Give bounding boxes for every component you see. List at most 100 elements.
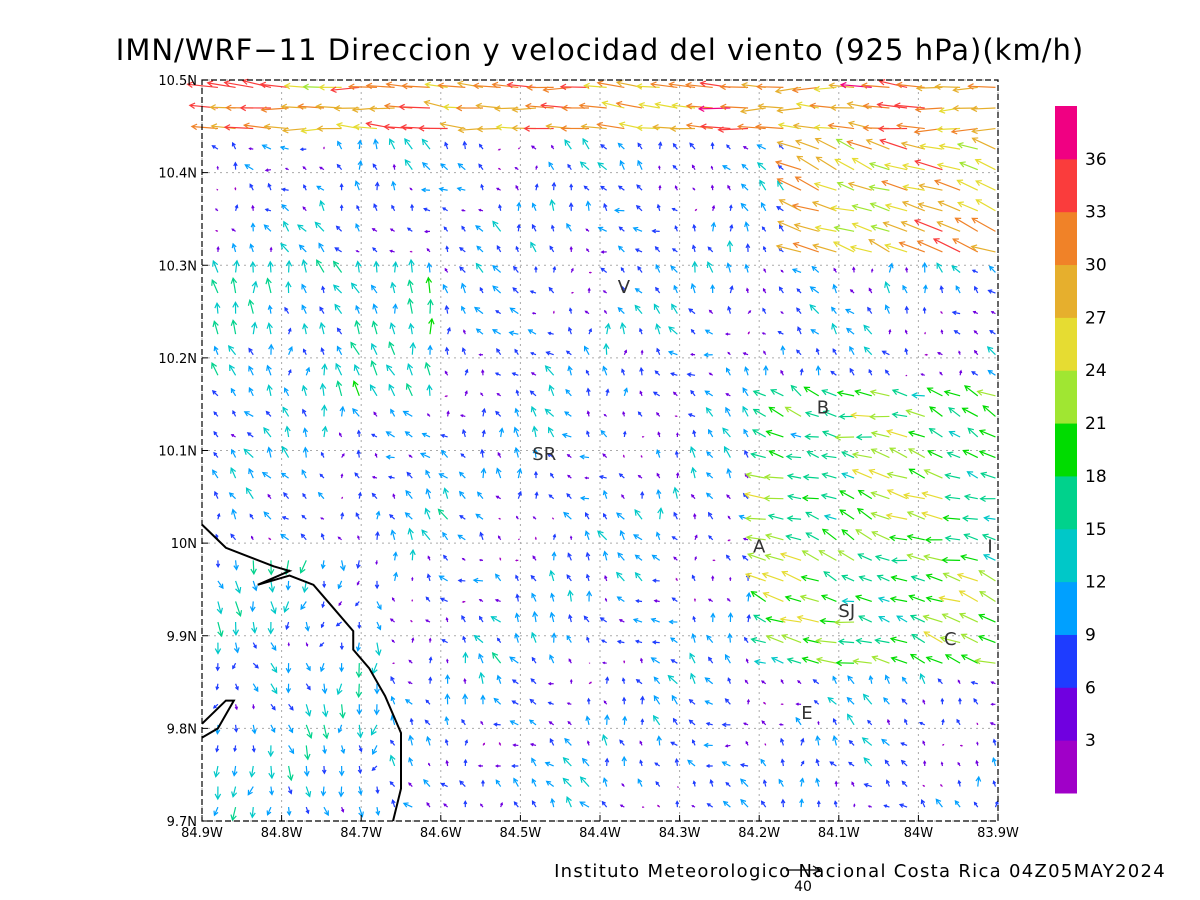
- wind-arrow: [832, 717, 837, 726]
- wind-arrow: [975, 775, 982, 787]
- wind-arrow: [834, 158, 855, 171]
- wind-arrow: [475, 328, 484, 335]
- wind-arrow: [989, 329, 996, 335]
- wind-arrow: [602, 365, 608, 376]
- wind-arrow: [494, 598, 501, 603]
- wind-arrow: [475, 225, 484, 232]
- wind-arrow: [960, 744, 964, 747]
- wind-arrow: [444, 370, 449, 376]
- wind-arrow: [515, 184, 519, 191]
- wind-arrow: [420, 187, 431, 193]
- wind-arrow: [656, 735, 662, 746]
- wind-arrow: [373, 138, 379, 150]
- wind-arrow: [876, 574, 890, 582]
- wind-arrow: [882, 221, 908, 232]
- wind-arrow: [411, 576, 414, 581]
- wind-arrow: [457, 534, 466, 541]
- wind-arrow: [862, 693, 873, 705]
- wind-arrow: [792, 122, 819, 130]
- wind-arrow: [632, 618, 643, 624]
- wind-arrow: [216, 601, 223, 615]
- wind-arrow: [809, 304, 820, 315]
- wind-arrow: [585, 369, 590, 376]
- wind-arrow: [514, 166, 519, 171]
- wind-arrow: [551, 144, 555, 150]
- wind-arrow: [656, 804, 661, 808]
- wind-arrow: [302, 408, 307, 417]
- wind-arrow: [371, 475, 378, 479]
- wind-arrow: [264, 208, 272, 212]
- wind-arrow: [992, 738, 997, 746]
- colorbar-label: 6: [1085, 678, 1096, 698]
- wind-arrow: [417, 125, 448, 132]
- wind-arrow: [374, 580, 380, 590]
- wind-arrow: [721, 165, 731, 171]
- wind-arrow: [900, 759, 908, 767]
- wind-arrow: [619, 804, 625, 808]
- wind-arrow: [302, 446, 309, 458]
- wind-arrow: [650, 657, 661, 664]
- wind-arrow: [871, 530, 890, 541]
- wind-arrow: [690, 493, 696, 500]
- wind-arrow: [723, 445, 731, 458]
- wind-arrow: [884, 243, 908, 253]
- wind-arrow: [944, 494, 961, 501]
- wind-arrow: [916, 240, 943, 253]
- wind-arrow: [640, 718, 645, 725]
- wind-arrow: [795, 716, 802, 726]
- wind-arrow: [691, 805, 696, 808]
- wind-arrow: [459, 246, 466, 253]
- wind-arrow: [492, 265, 502, 273]
- wind-arrow: [267, 260, 274, 273]
- wind-arrow: [550, 472, 555, 479]
- wind-arrow: [213, 765, 220, 778]
- wind-arrow: [461, 557, 466, 561]
- y-tick-label: 10.1N: [158, 445, 197, 460]
- wind-arrow: [476, 245, 484, 253]
- wind-arrow: [480, 448, 485, 458]
- wind-arrow: [426, 262, 433, 273]
- wind-arrow: [497, 148, 501, 151]
- colorbar-bin: [1055, 158, 1077, 213]
- colorbar-label: 18: [1085, 467, 1107, 487]
- wind-arrow: [922, 699, 926, 705]
- wind-arrow: [263, 427, 272, 438]
- wind-arrow: [960, 633, 979, 644]
- wind-arrow: [870, 430, 890, 438]
- wind-arrow: [580, 123, 607, 131]
- wind-arrow: [820, 453, 837, 460]
- wind-arrow: [901, 676, 908, 685]
- wind-arrow: [600, 267, 608, 273]
- wind-arrow: [332, 284, 343, 294]
- wind-arrow: [562, 757, 572, 767]
- wind-arrow: [706, 261, 714, 273]
- wind-arrow: [475, 513, 484, 520]
- wind-arrow: [845, 327, 855, 335]
- wind-arrow: [371, 320, 378, 335]
- reference-vector-label: 40: [794, 879, 812, 895]
- wind-arrow: [443, 554, 449, 561]
- wind-arrow: [914, 159, 943, 171]
- wind-arrow: [690, 282, 697, 294]
- wind-arrow: [602, 489, 608, 499]
- wind-arrow: [707, 246, 714, 253]
- wind-arrow: [462, 140, 468, 150]
- wind-arrow: [895, 122, 925, 130]
- wind-arrow: [821, 430, 837, 438]
- wind-arrow: [877, 596, 890, 603]
- wind-arrow: [886, 718, 891, 726]
- wind-arrow: [690, 466, 697, 479]
- wind-arrow: [548, 286, 555, 294]
- wind-arrow: [688, 719, 696, 726]
- wind-arrow: [464, 739, 469, 746]
- wind-arrow: [461, 718, 466, 726]
- wind-arrow: [950, 127, 978, 135]
- wind-arrow: [765, 634, 784, 644]
- wind-arrow: [531, 202, 537, 212]
- wind-arrow: [500, 801, 504, 808]
- x-tick-label: 84W: [904, 826, 934, 841]
- wind-arrow: [909, 653, 926, 664]
- wind-arrow: [896, 615, 908, 623]
- wind-arrow: [801, 494, 819, 502]
- wind-arrow: [815, 365, 822, 376]
